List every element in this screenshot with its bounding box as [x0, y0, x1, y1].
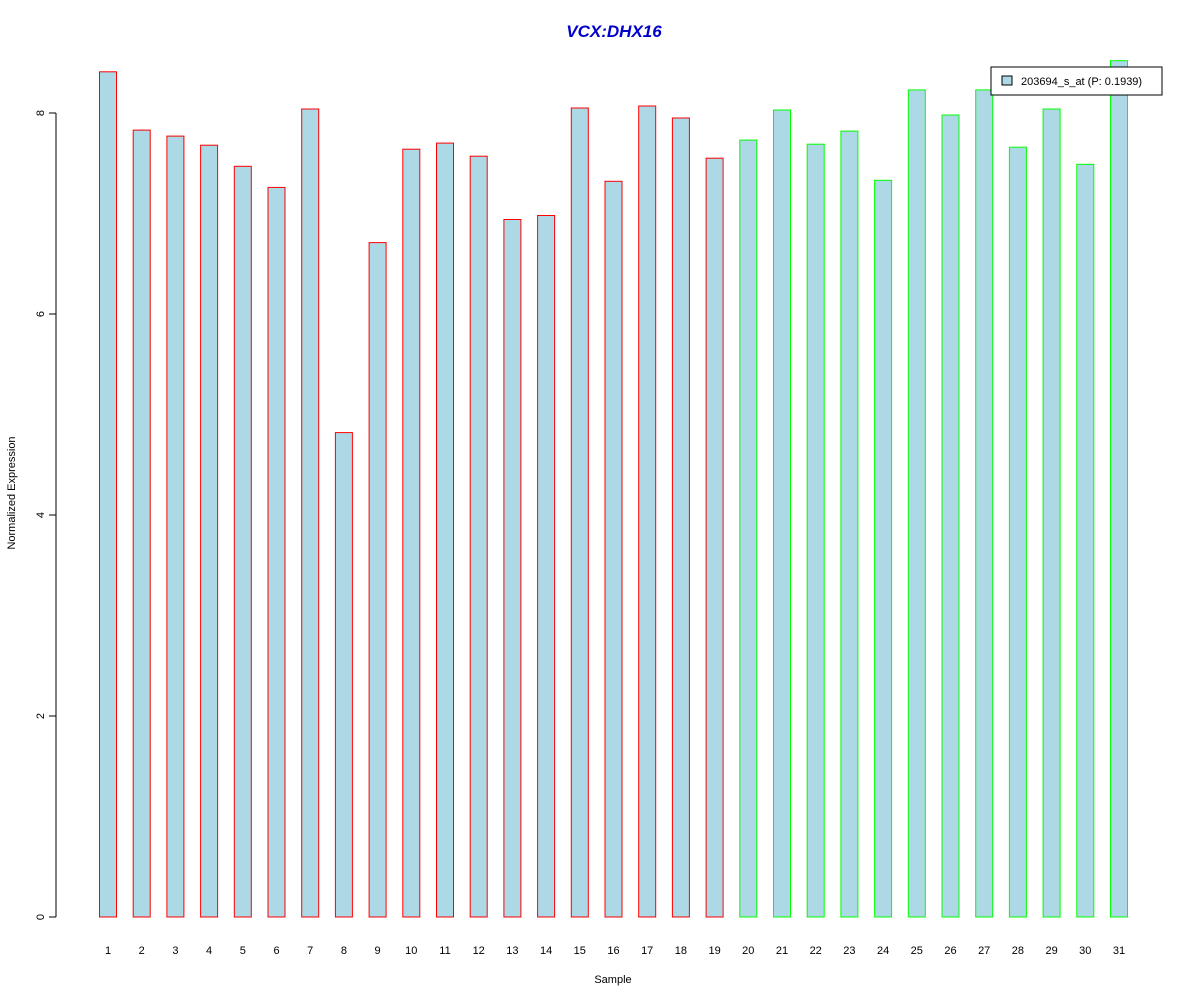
bar-sample-30 [1076, 163, 1095, 918]
bar-sample-10 [402, 148, 421, 918]
y-tick-label: 8 [35, 110, 47, 116]
plot-area [99, 60, 1128, 918]
x-tick-label: 5 [240, 945, 246, 957]
x-axis: 1 2 3 4 5 6 7 8 9 10 11 12 13 14 15 16 17 18 19 20 21 22 23 24 2… [105, 945, 1125, 957]
bar-sample-3 [166, 135, 185, 918]
bar-sample-26 [941, 114, 960, 918]
x-tick-label: 25 [911, 945, 923, 957]
bar-sample-11 [436, 142, 454, 918]
bar-sample-14 [537, 215, 556, 918]
x-axis-label: Sample [594, 974, 631, 986]
bar-sample-29 [1042, 108, 1061, 918]
x-tick-label: 20 [742, 945, 754, 957]
x-tick-label: 8 [341, 945, 347, 957]
bar-sample-17 [638, 105, 657, 918]
x-tick-label: 10 [405, 945, 417, 957]
bar-sample-18 [671, 117, 690, 918]
x-tick-label: 4 [206, 945, 212, 957]
x-tick-label: 9 [375, 945, 381, 957]
bar-sample-6 [267, 186, 286, 918]
bar-sample-2 [132, 129, 151, 918]
bar-sample-12 [469, 155, 488, 918]
x-tick-label: 16 [607, 945, 619, 957]
bar-sample-22 [806, 143, 825, 918]
y-tick-label: 6 [35, 311, 47, 317]
x-tick-label: 28 [1012, 945, 1024, 957]
bar-sample-28 [1008, 146, 1027, 918]
x-tick-label: 14 [540, 945, 552, 957]
x-tick-label: 18 [675, 945, 687, 957]
x-tick-label: 2 [139, 945, 145, 957]
x-tick-label: 3 [172, 945, 178, 957]
chart-title: VCX:DHX16 [566, 22, 662, 41]
bar-sample-20 [739, 139, 758, 918]
x-tick-label: 12 [473, 945, 485, 957]
bar-sample-31 [1110, 60, 1128, 918]
bar-sample-1 [99, 71, 117, 918]
legend: 203694_s_at (P: 0.1939) [990, 66, 1163, 96]
bar-sample-9 [368, 242, 387, 918]
x-tick-label: 31 [1113, 945, 1125, 957]
x-tick-label: 15 [574, 945, 586, 957]
bar-sample-23 [840, 130, 859, 918]
legend-box [990, 66, 1163, 96]
legend-label: 203694_s_at (P: 0.1939) [1021, 76, 1142, 88]
bar-sample-13 [503, 219, 522, 918]
x-tick-label: 6 [273, 945, 279, 957]
x-tick-label: 19 [708, 945, 720, 957]
bar-sample-4 [200, 144, 219, 918]
y-tick-label: 2 [35, 713, 47, 719]
x-tick-label: 24 [877, 945, 889, 957]
x-tick-label: 22 [810, 945, 822, 957]
x-tick-label: 27 [978, 945, 990, 957]
bar-sample-21 [773, 109, 791, 918]
x-tick-label: 23 [843, 945, 855, 957]
x-tick-label: 7 [307, 945, 313, 957]
x-tick-label: 29 [1045, 945, 1057, 957]
bar-sample-5 [233, 165, 252, 918]
bar-sample-8 [334, 432, 353, 918]
x-tick-label: 17 [641, 945, 653, 957]
y-tick-label: 4 [35, 512, 47, 518]
y-axis: 0 2 4 6 8 [35, 110, 57, 920]
x-tick-label: 30 [1079, 945, 1091, 957]
legend-swatch [1001, 75, 1013, 86]
x-tick-label: 1 [105, 945, 111, 957]
x-tick-label: 13 [506, 945, 518, 957]
bar-sample-19 [705, 157, 724, 918]
bar-sample-15 [570, 107, 589, 918]
bar-sample-16 [604, 180, 623, 918]
bar-sample-7 [301, 108, 320, 918]
bar-sample-24 [874, 179, 893, 918]
y-tick-label: 0 [35, 914, 47, 920]
bar-sample-25 [907, 89, 926, 918]
bar-sample-27 [975, 89, 994, 918]
x-tick-label: 26 [944, 945, 956, 957]
x-tick-label: 21 [776, 945, 788, 957]
y-axis-label: Normalized Expression [6, 436, 18, 549]
x-tick-label: 11 [439, 945, 450, 957]
